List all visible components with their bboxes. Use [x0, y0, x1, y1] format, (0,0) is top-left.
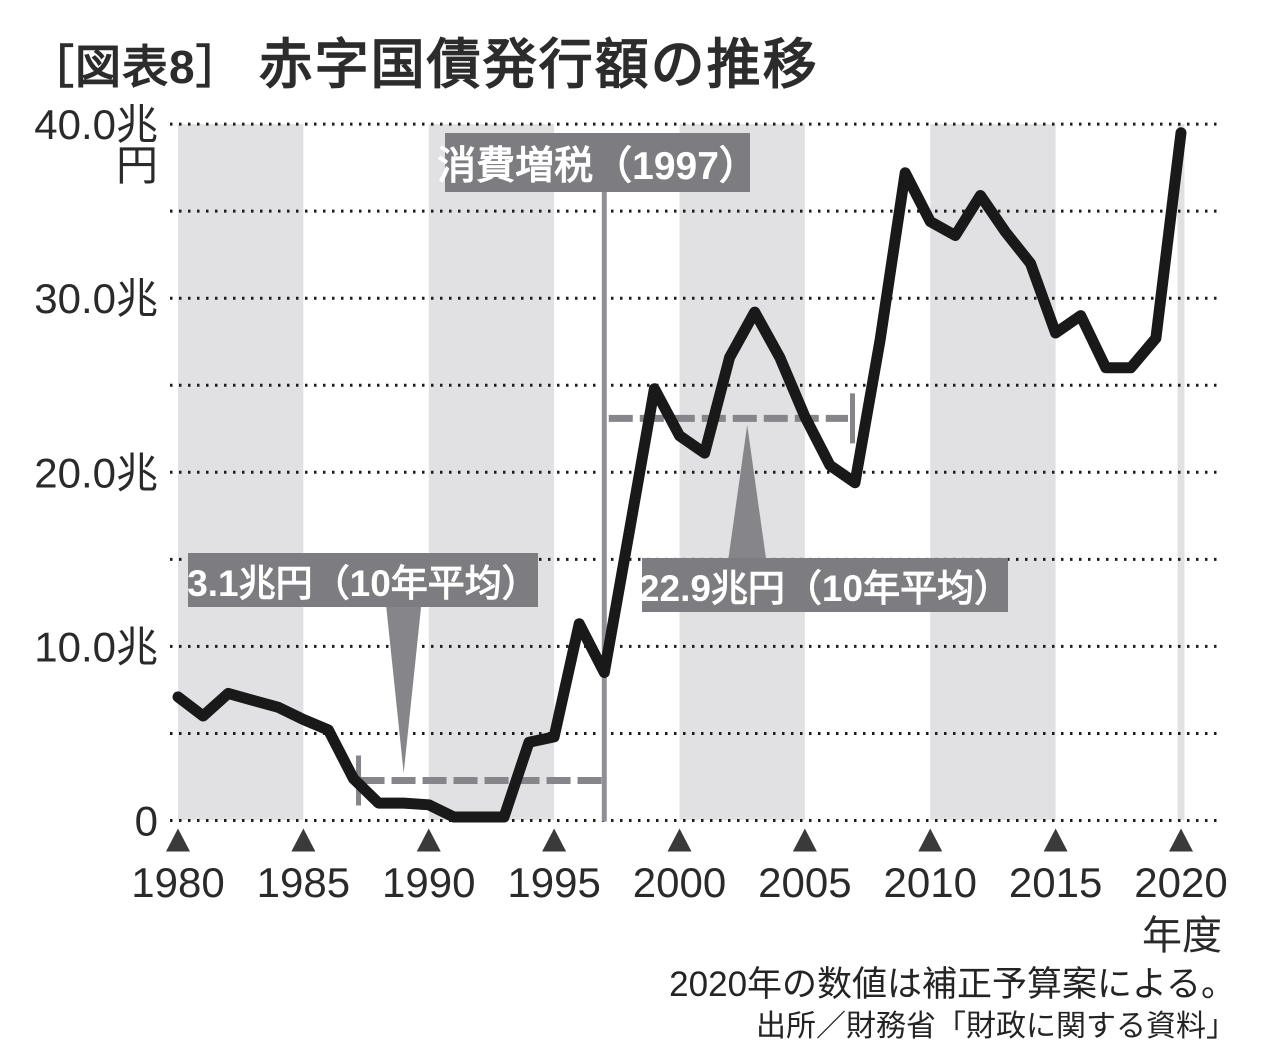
x-tick-label-2015: 2015 [1009, 859, 1102, 906]
annotation-average-1998-2007: 22.9兆円（10年平均） [639, 558, 1011, 612]
x-tick-marker-1990 [416, 828, 441, 852]
data-line-deficit-bonds [172, 127, 1187, 823]
shaded-band-1990-1995 [428, 124, 555, 821]
annotation-average-1988-1997: 3.1兆円（10年平均） [187, 553, 539, 607]
x-tick-label-2005: 2005 [758, 859, 851, 906]
x-tick-marker-1995 [542, 828, 567, 852]
x-axis-unit-label: 年度 [1142, 914, 1222, 958]
page-title: ［図表8］ 赤字国債発行額の推移 [28, 20, 819, 99]
x-tick-label-2000: 2000 [633, 859, 726, 906]
y-tick-label-40-unit: 円 [116, 142, 158, 189]
footnote-source: 出所／財務省「財政に関する資料」 [756, 1010, 1236, 1043]
x-tick-marker-2000 [667, 828, 692, 852]
footnote-supplementary-budget: 2020年の数値は補正予算案による。 [669, 965, 1236, 1004]
x-tick-label-1980: 1980 [131, 859, 224, 906]
highlight-stripe-2020 [1177, 124, 1185, 821]
annotation-consumption-tax: 消費増税（1997） [437, 133, 758, 192]
x-tick-marker-2010 [918, 828, 943, 852]
y-tick-label-20: 20.0兆 [34, 449, 158, 496]
y-tick-label-30: 30.0兆 [34, 275, 158, 322]
callout-pointer-avg-1988-1997 [386, 606, 422, 773]
x-tick-label-1985: 1985 [257, 859, 350, 906]
x-tick-label-1990: 1990 [382, 859, 475, 906]
x-tick-marker-1985 [291, 828, 316, 852]
x-tick-marker-2005 [792, 828, 817, 852]
x-tick-label-2020: 2020 [1134, 859, 1227, 906]
figure-title-text: 赤字国債発行額の推移 [258, 35, 819, 95]
x-tick-label-2010: 2010 [884, 859, 977, 906]
x-tick-label-1995: 1995 [507, 859, 600, 906]
callout-pointer-avg-1998-2007 [728, 425, 767, 560]
x-tick-marker-1980 [166, 828, 190, 852]
x-tick-marker-2015 [1043, 828, 1068, 852]
y-tick-label-0: 0 [135, 798, 158, 845]
y-tick-label-10: 10.0兆 [34, 623, 158, 670]
figure-number-label: ［図表8］ [28, 41, 243, 93]
x-tick-marker-2020 [1169, 828, 1193, 852]
y-tick-label-40: 40.0兆 [34, 101, 158, 148]
